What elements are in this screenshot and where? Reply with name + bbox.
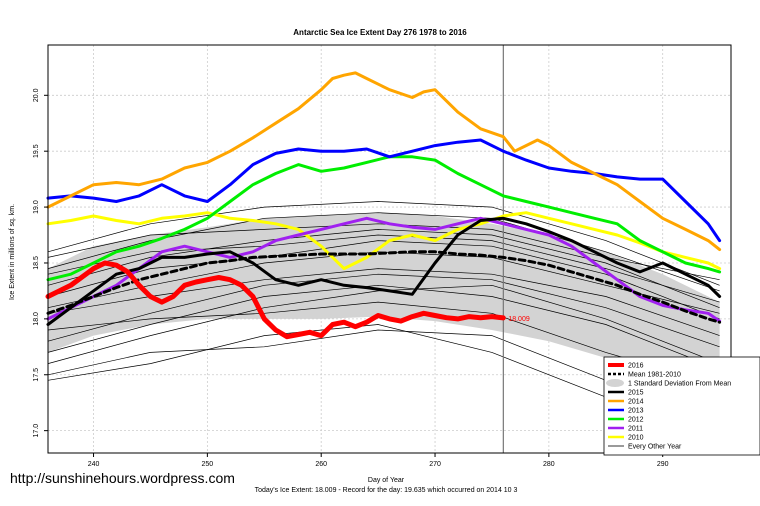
other-year-line <box>47 240 720 320</box>
y-tick-label: 19.5 <box>33 144 40 158</box>
other-year-line <box>47 273 720 348</box>
today-value-label: 18.009 <box>508 316 530 323</box>
series-line-2013 <box>46 138 722 243</box>
chart-subtitle: Today's Ice Extent: 18.009 - Record for … <box>255 487 518 494</box>
chart-title: Antarctic Sea Ice Extent Day 276 1978 to… <box>293 28 467 37</box>
other-year-line <box>47 251 720 314</box>
plot-frame <box>47 44 732 454</box>
y-axis-label: Ice Extent in millions of sq. km. <box>9 204 16 300</box>
legend-label: Every Other Year <box>628 444 682 451</box>
series-line-mean-1981-2010 <box>46 250 722 324</box>
series-line-2016 <box>45 260 506 340</box>
legend: 2016 Mean 1981-2010 1 Standard Deviation F… <box>603 356 760 456</box>
x-tick-label: 250 <box>202 461 214 468</box>
legend-swatch <box>606 379 624 387</box>
x-tick-label: 270 <box>429 461 441 468</box>
source-watermark: http://sunshinehours.wordpress.com <box>10 470 235 486</box>
y-tick-label: 19.0 <box>33 200 40 214</box>
series-line-2011 <box>46 216 722 323</box>
y-tick-label: 17.5 <box>33 368 40 382</box>
legend-label: Mean 1981-2010 <box>628 372 681 379</box>
legend-label: 2010 <box>628 435 644 442</box>
other-year-line <box>47 284 720 364</box>
other-year-line <box>47 301 720 387</box>
legend-box <box>603 356 760 456</box>
other-year-line <box>47 284 720 370</box>
y-tick-label: 20.0 <box>33 88 40 102</box>
std-dev-band <box>48 212 720 386</box>
x-tick-label: 290 <box>657 461 669 468</box>
legend-label: 2016 <box>628 363 644 370</box>
legend-label: 2011 <box>628 426 643 433</box>
legend-label: 1 Standard Deviation From Mean <box>628 381 731 388</box>
other-year-line <box>47 234 720 303</box>
legend-label: 2015 <box>628 390 644 397</box>
legend-label: 2012 <box>628 417 644 424</box>
series-line-2014 <box>46 71 722 252</box>
series-line-2015 <box>46 216 722 326</box>
y-tick-label: 17.0 <box>33 424 40 438</box>
y-tick-label: 18.0 <box>33 312 40 326</box>
x-tick-label: 260 <box>315 461 327 468</box>
legend-label: 2013 <box>628 408 644 415</box>
other-year-line <box>47 229 720 309</box>
y-tick-label: 18.5 <box>33 256 40 270</box>
series-line-2010 <box>46 211 722 271</box>
x-tick-label: 240 <box>88 461 100 468</box>
plot-area: 18.009 240 250 260 270 280 290 17.0 17.5 18.0 18.5… <box>33 44 732 468</box>
other-year-line <box>47 201 720 286</box>
x-tick-label: 280 <box>543 461 555 468</box>
x-axis-label: Day of Year <box>368 477 405 484</box>
legend-label: 2014 <box>628 399 644 406</box>
other-year-line <box>47 212 720 292</box>
